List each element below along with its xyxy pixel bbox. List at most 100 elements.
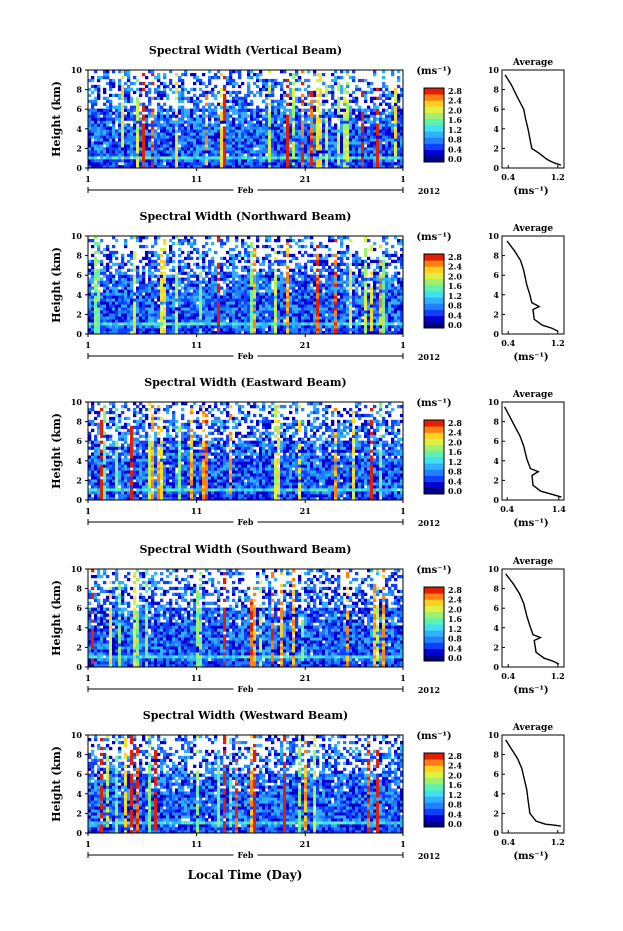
heatmap-cell	[196, 292, 200, 296]
heatmap-cell	[295, 301, 299, 305]
heatmap-cell	[370, 90, 374, 95]
heatmap-cell	[349, 141, 353, 145]
heatmap-cell	[178, 280, 182, 284]
heatmap-cell	[337, 256, 341, 261]
heatmap-cell	[196, 120, 200, 124]
heatmap-cell	[229, 307, 233, 311]
heatmap-cell	[358, 268, 362, 272]
heatmap-cell	[178, 75, 182, 80]
heatmap-cell	[190, 236, 194, 240]
heatmap-cell	[382, 126, 386, 130]
heatmap-cell	[238, 126, 242, 130]
heatmap-cell	[343, 96, 347, 100]
heatmap-cell	[196, 328, 200, 332]
heatmap-cell	[115, 93, 119, 98]
heatmap-cell	[280, 307, 284, 311]
heatmap-cell	[319, 301, 323, 305]
heatmap-cell	[163, 298, 167, 302]
heatmap-cell	[247, 87, 251, 92]
heatmap-cell	[253, 132, 257, 136]
heatmap-cell	[145, 156, 149, 160]
heatmap-cell	[292, 238, 296, 243]
heatmap-cell	[103, 292, 107, 296]
heatmap-cell	[214, 96, 218, 100]
heatmap-cell	[253, 253, 257, 258]
heatmap-cell	[370, 108, 374, 112]
heatmap-cell	[355, 150, 359, 154]
heatmap-cell	[235, 132, 239, 136]
heatmap-cell	[280, 120, 284, 124]
heatmap-cell	[331, 111, 335, 115]
heatmap-cell	[238, 280, 242, 284]
heatmap-cell	[91, 319, 95, 323]
heatmap-cell	[289, 132, 293, 136]
heatmap-cell	[163, 280, 167, 284]
heatmap-cell	[271, 328, 275, 332]
heatmap-cell	[388, 147, 392, 151]
heatmap-cell	[253, 304, 257, 308]
heatmap-cell	[268, 283, 272, 287]
heatmap-cell	[256, 114, 260, 118]
heatmap-cell	[376, 144, 380, 148]
heatmap-cell	[187, 295, 191, 299]
heatmap-cell	[88, 141, 92, 145]
heatmap-cell	[226, 141, 230, 145]
heatmap-cell	[373, 138, 377, 142]
heatmap-cell	[256, 316, 260, 320]
heatmap-cell	[235, 165, 239, 169]
heatmap-cell	[187, 313, 191, 317]
heatmap-cell	[304, 126, 308, 130]
heatmap-cell	[112, 286, 116, 290]
heatmap-cell	[349, 322, 353, 326]
heatmap-cell	[154, 259, 158, 264]
heatmap-cell	[253, 165, 257, 169]
heatmap-cell	[307, 277, 311, 281]
heatmap-cell	[379, 87, 383, 92]
heatmap-cell	[232, 78, 236, 83]
heatmap-cell	[256, 108, 260, 112]
heatmap-cell	[304, 114, 308, 118]
heatmap-cell	[301, 120, 305, 124]
heatmap-cell	[355, 84, 359, 89]
heatmap-cell	[286, 162, 290, 166]
heatmap-cell	[91, 268, 95, 272]
heatmap-cell	[214, 138, 218, 142]
heatmap-cell	[232, 328, 236, 332]
heatmap-cell	[289, 298, 293, 302]
heatmap-cell	[364, 319, 368, 323]
heatmap-cell	[310, 322, 314, 326]
heatmap-cell	[145, 307, 149, 311]
heatmap-cell	[124, 310, 128, 314]
heatmap-cell	[262, 108, 266, 112]
heatmap-cell	[337, 132, 341, 136]
heatmap-cell	[91, 114, 95, 118]
heatmap-cell	[109, 280, 113, 284]
heatmap-cell	[331, 280, 335, 284]
heatmap-cell	[382, 159, 386, 163]
heatmap-cell	[106, 298, 110, 302]
heatmap-cell	[265, 84, 269, 89]
heatmap-cell	[304, 150, 308, 154]
heatmap-cell	[88, 114, 92, 118]
heatmap-cell	[364, 153, 368, 157]
heatmap-cell	[160, 253, 164, 258]
heatmap-cell	[148, 153, 152, 157]
heatmap-cell	[106, 105, 110, 109]
heatmap-cell	[367, 328, 371, 332]
heatmap-cell	[235, 156, 239, 160]
heatmap-cell	[292, 72, 296, 77]
heatmap-cell	[247, 325, 251, 329]
heatmap-cell	[205, 108, 209, 112]
heatmap-cell	[349, 274, 353, 278]
heatmap-cell	[124, 307, 128, 311]
heatmap-cell	[118, 156, 122, 160]
heatmap-cell	[364, 289, 368, 293]
heatmap-cell	[307, 129, 311, 133]
heatmap-cell	[307, 78, 311, 83]
heatmap-cell	[352, 70, 356, 74]
heatmap-cell	[262, 99, 266, 103]
beam-panel-2: Spectral Width (Northward Beam)Height (k…	[50, 210, 565, 363]
heatmap-cell	[145, 93, 149, 98]
heatmap-cell	[394, 117, 398, 121]
heatmap-cell	[289, 301, 293, 305]
